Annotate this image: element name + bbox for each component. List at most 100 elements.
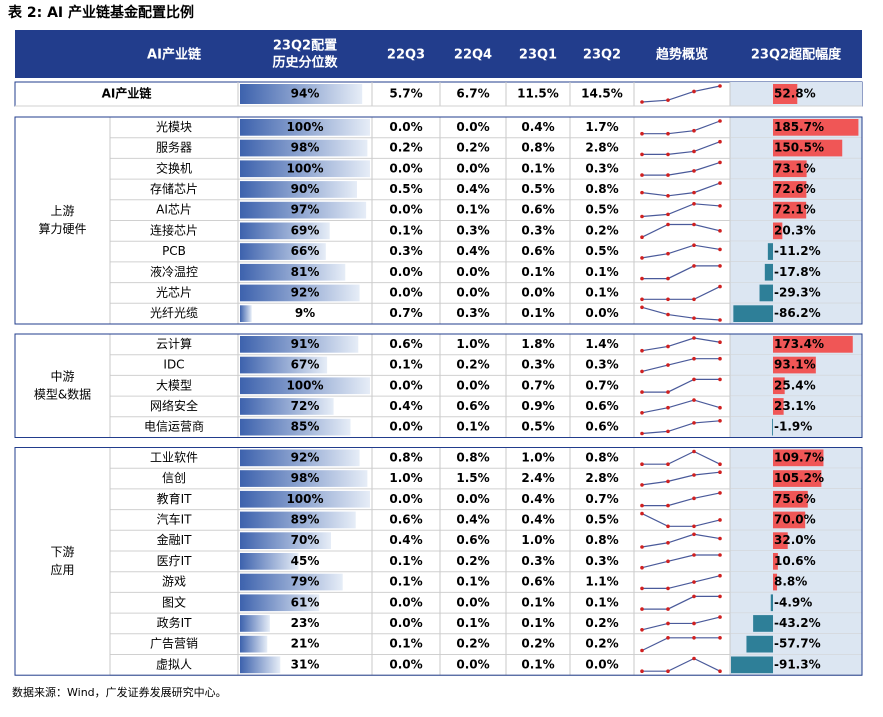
percentile: 100% — [286, 120, 323, 134]
trend-dot — [718, 553, 722, 557]
trend-dot — [640, 100, 644, 104]
excess-bar — [773, 336, 853, 353]
row-name: 光模块 — [156, 120, 192, 134]
quarter-value: 0.2% — [389, 141, 422, 155]
quarter-value: 0.7% — [585, 492, 618, 506]
quarter-value: 0.2% — [456, 141, 489, 155]
trend-dot — [718, 491, 722, 495]
trend-dot — [640, 431, 644, 436]
trend-dot — [692, 336, 696, 340]
header-cell: 23Q2 — [583, 48, 621, 63]
excess-bg — [730, 571, 862, 593]
quarter-value: 2.4% — [521, 471, 554, 485]
quarter-value: 0.1% — [456, 616, 489, 630]
excess-value: 25.4% — [774, 378, 816, 392]
trend-dot — [666, 222, 670, 227]
quarter-value: 0.0% — [521, 285, 554, 299]
trend-dot — [666, 429, 670, 434]
percentile-bar — [240, 594, 320, 612]
trend-dot — [666, 586, 670, 591]
percentile: 94% — [291, 87, 320, 101]
quarter-value: 1.0% — [389, 471, 422, 485]
quarter-value: 0.3% — [585, 554, 618, 568]
percentile: 92% — [291, 450, 320, 464]
row-name: IDC — [163, 358, 184, 372]
trend-dot — [718, 139, 722, 144]
quarter-value: 0.1% — [521, 306, 554, 320]
quarter-value: 0.8% — [521, 141, 554, 155]
quarter-value: 0.5% — [521, 420, 554, 434]
quarter-value: 0.6% — [456, 533, 489, 547]
quarter-value: 1.5% — [456, 471, 489, 485]
trend-dot — [666, 173, 670, 177]
trend-dot — [692, 532, 696, 537]
trend-dot — [718, 518, 722, 522]
trend-line — [642, 595, 720, 610]
trend-line — [641, 420, 721, 435]
trend-dot — [692, 421, 696, 425]
quarter-value: 0.0% — [585, 657, 618, 671]
trend-dot — [692, 524, 696, 529]
excess-bar — [773, 119, 859, 136]
percentile-bar — [240, 119, 370, 136]
trend-dot — [640, 648, 644, 653]
trend-dot — [718, 615, 722, 619]
trend-line — [642, 120, 721, 135]
trend-line — [641, 203, 721, 218]
quarter-value: 0.1% — [585, 265, 618, 279]
excess-value: -29.3% — [774, 285, 821, 299]
percentile: 70% — [291, 533, 320, 547]
trend-dot — [692, 473, 696, 477]
quarter-value: 0.1% — [585, 595, 618, 609]
row-name: 医疗IT — [157, 554, 193, 568]
trend-line — [642, 141, 721, 155]
trend-dot — [718, 181, 722, 185]
trend-dot — [666, 152, 670, 157]
excess-value: 20.3% — [774, 223, 816, 237]
trend-line — [642, 657, 721, 672]
trend-dot — [640, 235, 644, 239]
row-name: 光纤光缆 — [150, 306, 198, 320]
excess-bg — [730, 396, 862, 417]
trend-line — [641, 337, 721, 352]
quarter-value: 0.5% — [585, 244, 618, 258]
percentile: 100% — [286, 492, 323, 506]
header-cell: 22Q3 — [387, 48, 425, 63]
excess-value: 75.6% — [774, 492, 816, 506]
excess-value: -43.2% — [774, 616, 821, 630]
percentile-bar — [240, 356, 328, 374]
trend-line — [642, 161, 721, 176]
trend-dot — [692, 398, 696, 402]
percentile-bar — [240, 553, 299, 570]
trend-dot — [666, 276, 670, 281]
header-cell: 23Q1 — [519, 48, 557, 63]
percentile-bar — [240, 181, 357, 198]
excess-value: 72.6% — [774, 182, 816, 196]
quarter-value: 0.0% — [456, 265, 489, 279]
quarter-value: 0.1% — [389, 358, 422, 372]
excess-bg — [730, 416, 862, 438]
quarter-value: 0.3% — [521, 358, 554, 372]
percentile-bar — [240, 656, 281, 674]
trend-dot — [640, 586, 644, 591]
quarter-value: 0.1% — [585, 285, 618, 299]
percentile-bar — [240, 449, 360, 467]
quarter-value: 0.4% — [456, 182, 489, 196]
trend-dot — [640, 173, 644, 177]
excess-bar — [773, 356, 816, 374]
row-name: 信创 — [162, 471, 186, 485]
trend-dot — [718, 247, 722, 252]
row-name: 电信运营商 — [144, 419, 204, 434]
percentile-bar — [240, 377, 370, 395]
quarter-value: 0.5% — [585, 203, 618, 217]
trend-dot — [692, 243, 696, 247]
trend-dot — [718, 340, 722, 345]
trend-dot — [666, 540, 670, 545]
percentile: 69% — [291, 223, 320, 237]
trend-dot — [666, 297, 670, 302]
percentile: 85% — [291, 420, 320, 434]
percentile: 72% — [291, 399, 320, 413]
percentile-bar — [240, 336, 359, 353]
percentile: 98% — [291, 471, 320, 485]
percentile: 66% — [291, 244, 320, 258]
